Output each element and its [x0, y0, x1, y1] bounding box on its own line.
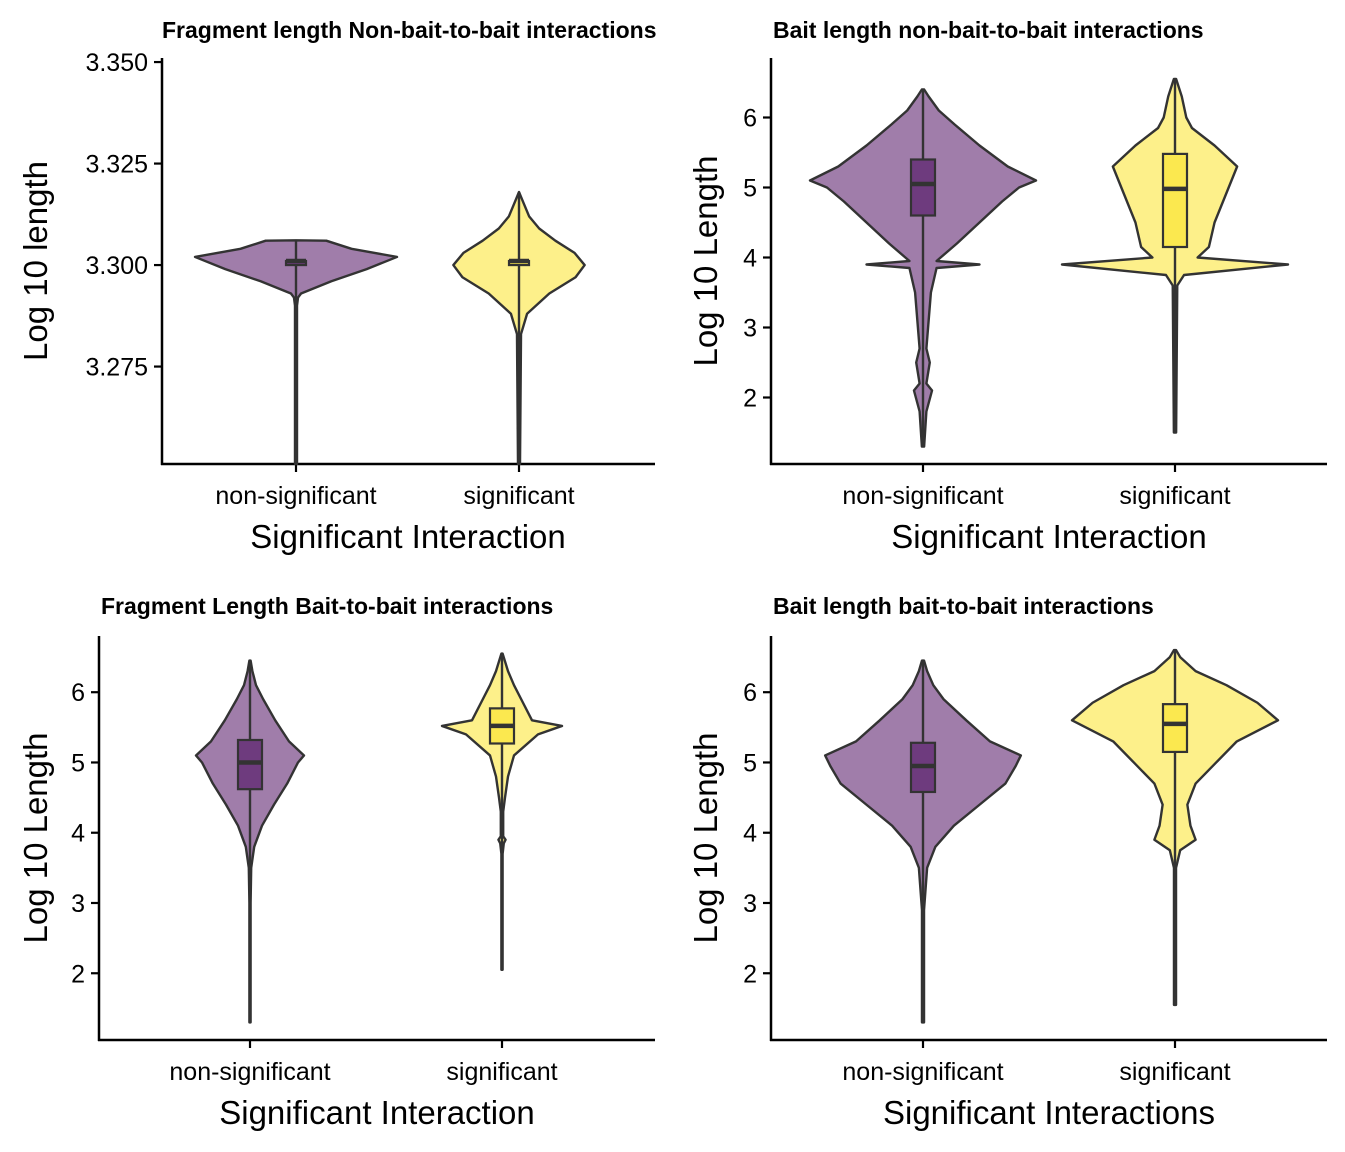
y-tick-label: 4 — [743, 820, 757, 848]
box-non-significant — [909, 158, 937, 217]
panel-title: Fragment Length Bait-to-bait interaction… — [101, 593, 553, 619]
panel-2: Bait length non-bait-to-bait interaction… — [687, 17, 1327, 555]
x-tick-label: non-significant — [215, 482, 376, 510]
y-tick-label: 5 — [71, 749, 85, 777]
x-axis-title: Significant Interaction — [250, 518, 566, 555]
y-tick-label: 6 — [743, 105, 757, 133]
x-tick-label: significant — [1119, 1058, 1230, 1086]
y-tick-label: 2 — [743, 385, 757, 413]
y-tick-label: 3.275 — [85, 354, 148, 382]
y-tick-label: 3 — [743, 315, 757, 343]
box-significant — [1161, 152, 1189, 249]
y-tick-label: 6 — [743, 679, 757, 707]
panel-3: Fragment Length Bait-to-bait interaction… — [17, 593, 655, 1131]
panel-title: Fragment length Non-bait-to-bait interac… — [162, 17, 657, 43]
box-significant — [1161, 703, 1189, 754]
panel-title: Bait length non-bait-to-bait interaction… — [773, 17, 1204, 43]
x-axis-title: Significant Interaction — [219, 1094, 535, 1131]
y-tick-label: 4 — [743, 245, 757, 273]
x-tick-label: non-significant — [842, 1058, 1003, 1086]
x-tick-label: significant — [1119, 482, 1230, 510]
y-axis-title: Log 10 Length — [17, 732, 54, 943]
x-tick-label: significant — [463, 482, 574, 510]
y-tick-label: 4 — [71, 820, 85, 848]
y-tick-label: 2 — [71, 960, 85, 988]
y-tick-label: 3.325 — [85, 151, 148, 179]
y-tick-label: 6 — [71, 679, 85, 707]
x-tick-label: non-significant — [169, 1058, 330, 1086]
panel-4: Bait length bait-to-bait interactions 2 3 4… — [687, 593, 1327, 1131]
y-axis-title: Log 10 length — [17, 161, 54, 361]
x-axis-title: Significant Interaction — [891, 518, 1207, 555]
y-tick-label: 5 — [743, 175, 757, 203]
y-tick-label: 3 — [743, 890, 757, 918]
x-axis-title: Significant Interactions — [883, 1094, 1215, 1131]
y-axis-title: Log 10 Length — [687, 155, 724, 366]
y-tick-label: 3 — [71, 890, 85, 918]
y-tick-label: 5 — [743, 749, 757, 777]
y-axis-title: Log 10 Length — [687, 732, 724, 943]
y-tick-label: 2 — [743, 960, 757, 988]
panel-title: Bait length bait-to-bait interactions — [773, 593, 1154, 619]
y-tick-label: 3.350 — [85, 49, 148, 77]
x-tick-label: non-significant — [842, 482, 1003, 510]
panel-1: Fragment length Non-bait-to-bait interac… — [17, 17, 657, 555]
x-tick-label: significant — [446, 1058, 557, 1086]
y-tick-label: 3.300 — [85, 252, 148, 280]
